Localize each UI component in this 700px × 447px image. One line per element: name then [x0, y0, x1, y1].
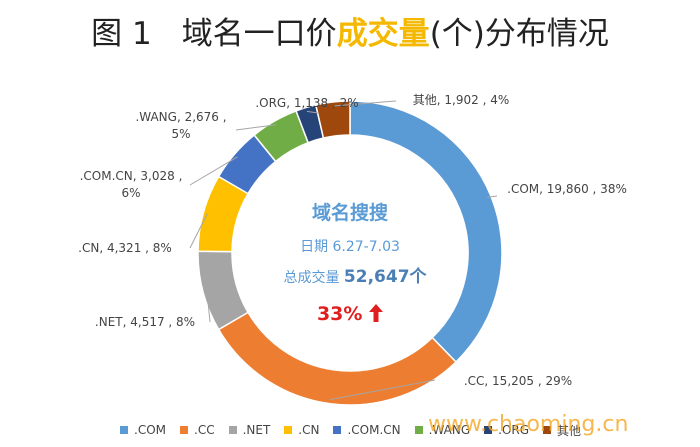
- total-value: 52,647个: [343, 267, 427, 287]
- center-brand: 域名搜搜: [311, 202, 388, 224]
- legend-label: .COM: [134, 423, 166, 437]
- legend-label: .COM.CN: [347, 423, 401, 437]
- growth-value: 33%: [316, 303, 363, 325]
- figure-number: 图 1: [91, 16, 152, 52]
- legend-label: .CC: [194, 423, 215, 437]
- donut-slices: [197, 100, 503, 406]
- legend-swatch: [120, 426, 128, 434]
- legend-swatch: [484, 426, 493, 434]
- center-growth: 33%: [300, 303, 400, 325]
- legend-item-other: 其他: [543, 422, 581, 439]
- leader-line-com: [487, 195, 498, 198]
- watermark: www.chaoming.cn: [428, 412, 629, 437]
- donut-slice-cc: [217, 311, 458, 406]
- legend-swatch: [180, 426, 188, 434]
- leader-line-other: [333, 100, 397, 107]
- title-part2: (个)分布情况: [429, 16, 609, 52]
- label-text: .ORG, 1,138 , 2%: [255, 96, 359, 110]
- legend-item-cn: .CN: [284, 423, 319, 437]
- legend-label: .ORG: [498, 423, 530, 437]
- leader-line-cn: [189, 213, 208, 249]
- legend-label: .NET: [242, 423, 271, 437]
- data-label-cn: .CN, 4,321 , 8%: [60, 240, 190, 257]
- legend-label: .CN: [298, 423, 320, 437]
- legend-swatch: [284, 426, 293, 434]
- legend-label: 其他: [557, 423, 582, 438]
- data-label-net: .NET, 4,517 , 8%: [80, 314, 210, 331]
- data-label-wang: .WANG, 2,676 , 5%: [126, 109, 236, 143]
- up-arrow-icon: [369, 304, 384, 322]
- chart-title: 图 1 域名一口价成交量(个)分布情况: [0, 8, 700, 53]
- legend-item-cc: .CC: [180, 423, 215, 437]
- leader-line-comcn: [189, 156, 238, 186]
- donut-slice-other: [314, 100, 351, 139]
- label-text: .COM, 19,860 , 38%: [507, 182, 627, 196]
- donut-slice-com: [349, 100, 503, 364]
- legend-item-net: .NET: [228, 423, 271, 437]
- title-highlight: 成交量: [336, 16, 430, 52]
- legend-item-comcn: .COM.CN: [333, 423, 401, 437]
- legend-swatch: [414, 426, 423, 434]
- legend-label: .WANG: [428, 423, 471, 437]
- label-text: .CC, 15,205 , 29%: [463, 374, 573, 388]
- total-label: 总成交量: [283, 270, 340, 286]
- data-label-org: .ORG, 1,138 , 2%: [242, 95, 372, 112]
- leader-line-wang: [235, 124, 277, 131]
- center-total: 总成交量 52,647个: [250, 262, 460, 287]
- legend-item-com: .COM: [120, 423, 166, 437]
- legend-swatch: [228, 426, 237, 434]
- legend-item-org: .ORG: [484, 423, 529, 437]
- legend-item-wang: .WANG: [414, 423, 471, 437]
- title-part1: 域名一口价: [181, 16, 337, 52]
- leader-lines: [189, 100, 498, 401]
- data-label-comcn: .COM.CN, 3,028 , 6%: [73, 168, 189, 202]
- label-text: .CN, 4,321 , 8%: [78, 241, 172, 255]
- center-date: 日期 6.27-7.03: [300, 239, 400, 255]
- label-text: .WANG, 2,676 , 5%: [135, 110, 227, 141]
- chart-legend: .COM .CC .NET .CN .COM.CN .WANG .ORG 其他: [120, 421, 595, 439]
- legend-swatch: [333, 426, 342, 434]
- legend-swatch: [543, 426, 552, 434]
- leader-line-cc: [329, 379, 436, 401]
- leader-line-net: [206, 290, 211, 323]
- leader-line-org: [306, 110, 319, 114]
- data-label-cc: .CC, 15,205 , 29%: [433, 373, 603, 390]
- label-text: 其他, 1,902 , 4%: [412, 93, 510, 107]
- data-label-com: .COM, 19,860 , 38%: [497, 181, 637, 198]
- data-label-other: 其他, 1,902 , 4%: [396, 92, 526, 109]
- label-text: .NET, 4,517 , 8%: [94, 315, 196, 329]
- label-text: .COM.CN, 3,028 , 6%: [79, 169, 183, 200]
